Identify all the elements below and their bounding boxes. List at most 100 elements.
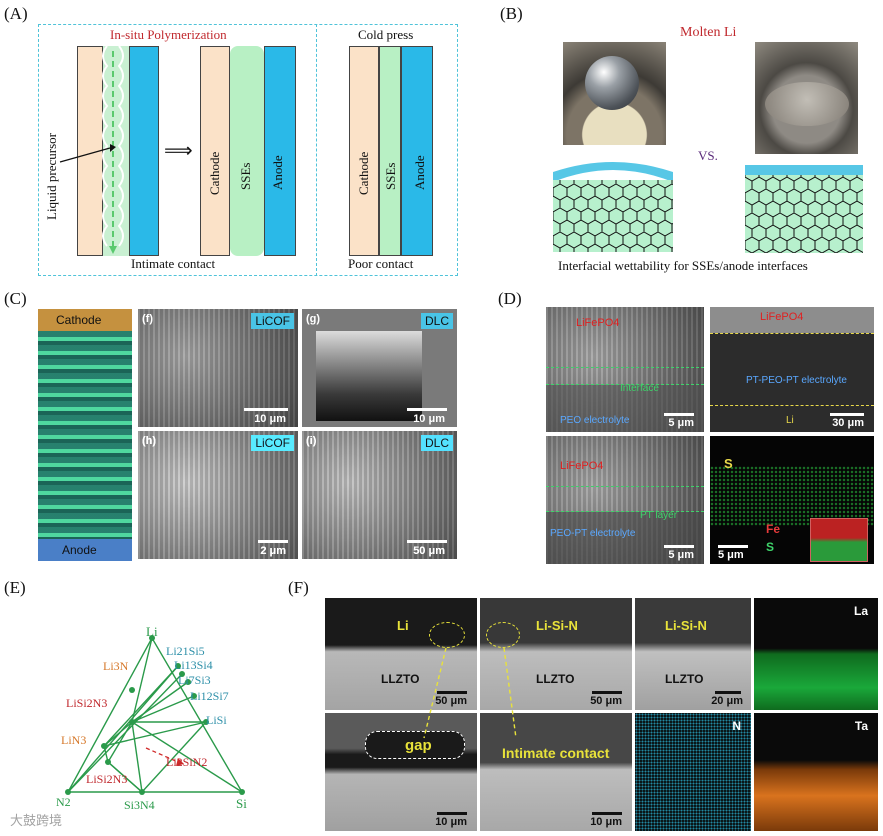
panel-b-label: (B) [500, 4, 523, 23]
li12si7-label: Li12Si7 [190, 689, 229, 703]
watermark: 大鼓跨境 [10, 813, 63, 828]
connector-lines [423, 647, 517, 739]
molten-li-label: Molten Li [680, 25, 737, 40]
llzto-label-1: LLZTO [381, 672, 420, 686]
hexagon-sse-left [553, 162, 673, 252]
lisin-label-1: Li-Si-N [536, 618, 578, 633]
liquid-flow-icon [102, 46, 124, 254]
scale-bar-i [407, 540, 447, 543]
sses-label-a3: SSEs [383, 162, 398, 190]
lin3-label: LiN3 [61, 733, 87, 747]
intimate-cell [200, 46, 296, 256]
poor-cell [349, 46, 433, 256]
sem-f: (f) LiCOF 10 μm [138, 309, 298, 427]
transform-arrow: ⟹ [164, 140, 193, 162]
scale-bar-d1 [664, 413, 694, 416]
panel-a-label: (A) [4, 4, 28, 23]
cof-stack [38, 331, 132, 539]
scale-label-f1: 50 μm [435, 695, 467, 707]
panel-a-frame [38, 24, 458, 276]
lisi-label: LiSi [206, 713, 227, 727]
lisi2n3-label-1: LiSi2N3 [66, 696, 108, 710]
lifepo4-label-2: LiFePO4 [760, 311, 804, 323]
sem-f5: Intimate contact 10 μm [480, 713, 632, 831]
scale-bar-d2 [830, 413, 864, 416]
wettability-caption: Interfacial wettability for SSEs/anode i… [558, 258, 808, 273]
sem-h-label: (h) [142, 435, 157, 447]
panel-d-label: (D) [498, 289, 522, 308]
pt-peo-label: PT-PEO-PT electrolyte [746, 375, 847, 386]
lifepo4-label-1: LiFePO4 [576, 317, 620, 329]
scale-bar-h [258, 540, 288, 543]
anode-bar-label: Anode [62, 543, 97, 557]
panel-c-label: (C) [4, 289, 27, 308]
scale-bar-f4 [437, 812, 467, 815]
li13si4-label: Li13Si4 [174, 658, 213, 672]
s-map-label: S [724, 456, 733, 471]
panel-e-label: (E) [4, 578, 26, 597]
cathode-bar [38, 309, 132, 331]
sem-f4: gap 10 μm [325, 713, 477, 831]
panel-f-label: (F) [288, 578, 309, 597]
sem-g-label: (g) [306, 313, 321, 325]
sem-f3: Li-Si-N LLZTO 20 μm [635, 598, 751, 710]
eds-la: La [754, 598, 878, 710]
sem-f2: Li-Si-N LLZTO 50 μm [480, 598, 632, 710]
cold-press-title: Cold press [358, 27, 414, 42]
cathode-bar-label: Cathode [56, 313, 102, 327]
scale-bar-f3 [715, 691, 741, 694]
li-vertex-label: Li [146, 624, 158, 639]
si3n4-label: Si3N4 [124, 798, 155, 812]
anode-label-a2: Anode [270, 155, 285, 190]
panel-a-divider [316, 24, 317, 276]
anode-label-a3: Anode [412, 155, 427, 190]
molten-li-photo-right [755, 42, 858, 154]
molten-li-photo-left [563, 42, 666, 145]
scale-label-h: 2 μm [260, 545, 286, 557]
li7si3-label: Li7Si3 [178, 673, 211, 687]
scale-label-f: 10 μm [254, 413, 286, 425]
intimate-contact-label: Intimate contact [131, 256, 216, 271]
in-situ-title: In-situ Polymerization [110, 27, 227, 42]
scale-label-d4: 5 μm [718, 549, 744, 561]
sem-d3: LiFePO4 PT layer PEO-PT electrolyte 5 μm [546, 436, 704, 564]
sem-f1: Li LLZTO 50 μm [325, 598, 477, 710]
precursor-cell [77, 46, 159, 256]
peo-pt-label: PEO-PT electrolyte [550, 528, 636, 539]
pt-layer-label: PT layer [640, 510, 678, 521]
li-label-d2: Li [786, 415, 794, 426]
scale-label-d3: 5 μm [668, 549, 694, 561]
n2-label: N2 [56, 795, 71, 809]
scale-bar-f2 [592, 691, 622, 694]
scale-bar-d3 [664, 545, 694, 548]
fe-label: Fe [766, 522, 781, 536]
sem-h: (h) LiCOF 2 μm [138, 431, 298, 559]
eds-n: N [635, 713, 751, 831]
cathode-label-a2: Cathode [207, 151, 222, 195]
licof-tag-f: LiCOF [251, 313, 294, 329]
li21si5-label: Li21Si5 [166, 644, 205, 658]
lifepo4-label-3: LiFePO4 [560, 460, 604, 472]
sem-d2: LiFePO4 PT-PEO-PT electrolyte Li 30 μm [710, 307, 874, 432]
ta-label: Ta [854, 719, 868, 733]
vs-label: VS. [698, 148, 718, 163]
scale-bar-f1 [437, 691, 467, 694]
scale-label-d2: 30 μm [832, 417, 864, 429]
dlc-tag-g: DLC [420, 313, 453, 329]
scale-bar-f [244, 408, 288, 411]
si-vertex-label: Si [236, 796, 247, 811]
gap-label: gap [405, 737, 432, 754]
pointer-arrow-icon [59, 144, 116, 163]
ternary-diagram [65, 635, 245, 795]
scale-label-f5: 10 μm [590, 816, 622, 828]
scale-label-i: 50 μm [413, 545, 445, 557]
s-label-2: S [766, 540, 775, 554]
lisin-label-2: Li-Si-N [665, 618, 707, 633]
anode-bar [38, 539, 132, 561]
sses-label-a2: SSEs [238, 162, 253, 190]
peo-label: PEO electrolyte [560, 415, 630, 426]
scale-bar-g [407, 408, 447, 411]
scale-bar-f5 [592, 812, 622, 815]
lisi2n3-label-2: LiSi2N3 [86, 772, 128, 786]
sem-i-label: (i) [306, 435, 317, 447]
